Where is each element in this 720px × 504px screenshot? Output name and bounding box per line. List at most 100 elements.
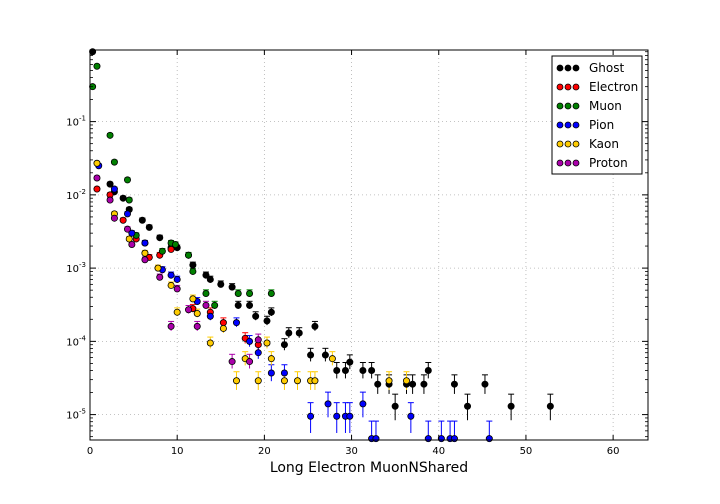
pion-point xyxy=(333,412,341,420)
legend-box xyxy=(551,55,643,175)
legend-marker-kaon xyxy=(564,140,572,148)
proton-point xyxy=(185,306,193,314)
legend-marker-proton xyxy=(572,159,580,167)
legend-marker-kaon xyxy=(572,140,580,148)
pion-point xyxy=(128,229,136,237)
pion-point xyxy=(407,412,415,420)
proton-point xyxy=(128,241,136,249)
muon-point xyxy=(185,251,193,259)
muon-point xyxy=(202,290,210,298)
ghost-point xyxy=(202,271,210,279)
kaon-point xyxy=(206,339,214,347)
legend-marker-electron xyxy=(556,83,564,91)
muon-point xyxy=(234,290,242,298)
ghost-point xyxy=(246,301,254,309)
proton-point xyxy=(93,174,101,182)
ghost-point xyxy=(507,402,515,410)
y-tick-label: 10-5 xyxy=(66,408,86,422)
legend-label-electron: Electron xyxy=(589,80,638,94)
ghost-point xyxy=(295,329,303,337)
ghost-point xyxy=(359,367,367,375)
pion-point xyxy=(173,275,181,283)
ghost-point xyxy=(481,380,489,388)
ghost-point xyxy=(234,301,242,309)
electron-point xyxy=(119,216,127,224)
legend-marker-muon xyxy=(564,102,572,110)
muon-point xyxy=(110,158,118,166)
x-tick-label: 10 xyxy=(171,446,184,457)
proton-point xyxy=(202,301,210,309)
muon-point xyxy=(158,247,166,255)
legend-label-pion: Pion xyxy=(589,118,614,132)
kaon-point xyxy=(189,295,197,303)
proton-point xyxy=(173,285,181,293)
ghost-point xyxy=(311,322,319,330)
ghost-point xyxy=(546,402,554,410)
ghost-point xyxy=(321,351,329,359)
ghost-point xyxy=(206,275,214,283)
kaon-point xyxy=(167,281,175,289)
pion-point xyxy=(485,435,493,443)
proton-point xyxy=(228,358,236,366)
ghost-point xyxy=(424,367,432,375)
pion-point xyxy=(110,185,118,193)
legend-marker-kaon xyxy=(556,140,564,148)
kaon-point xyxy=(267,355,275,363)
ghost-point xyxy=(228,283,236,291)
ghost-point xyxy=(138,216,146,224)
ghost-point xyxy=(341,367,349,375)
proton-point xyxy=(141,256,149,264)
pion-point xyxy=(206,312,214,320)
pion-point xyxy=(346,412,354,420)
pion-point xyxy=(359,400,367,408)
legend-label-kaon: Kaon xyxy=(589,137,619,151)
x-tick-label: 30 xyxy=(345,446,358,457)
legend: Ghost Electron Muon Pion Kaon Proton xyxy=(551,55,643,175)
pion-point xyxy=(141,239,149,247)
proton-point xyxy=(167,322,175,330)
legend-label-muon: Muon xyxy=(589,99,622,113)
legend-marker-proton xyxy=(564,159,572,167)
pion-point xyxy=(324,400,332,408)
legend-marker-electron xyxy=(572,83,580,91)
muon-point xyxy=(123,176,131,184)
ghost-point xyxy=(145,223,153,231)
kaon-point xyxy=(193,310,201,318)
y-tick-label: 10-1 xyxy=(66,115,86,129)
muon-point xyxy=(125,196,133,204)
proton-point xyxy=(254,336,262,344)
kaon-point xyxy=(125,235,133,243)
ghost-point xyxy=(333,367,341,375)
kaon-point xyxy=(154,264,162,272)
ghost-point xyxy=(374,380,382,388)
muon-point xyxy=(211,301,219,309)
muon-point xyxy=(267,290,275,298)
ghost-point xyxy=(420,380,428,388)
ghost-point xyxy=(285,329,293,337)
proton-point xyxy=(110,214,118,222)
muon-point xyxy=(106,131,114,139)
electron-point xyxy=(167,245,175,253)
ghost-point xyxy=(217,280,225,288)
muon-point xyxy=(93,62,101,70)
ghost-point xyxy=(263,317,271,325)
pion-point xyxy=(424,435,432,443)
ghost-point xyxy=(189,261,197,269)
kaon-point xyxy=(294,377,302,385)
proton-point xyxy=(246,358,254,366)
pion-point xyxy=(307,412,315,420)
electron-point xyxy=(93,185,101,193)
muon-point xyxy=(246,290,254,298)
axis-ticks: 0 10 20 30 40 50 60 10-5 10-4 10-3 10-2 10-1 xyxy=(66,50,648,457)
pion-point xyxy=(450,435,458,443)
x-axis-label: Long Electron MuonNShared xyxy=(270,460,468,476)
kaon-point xyxy=(328,355,336,363)
pion-point xyxy=(167,271,175,279)
ghost-point xyxy=(119,194,127,202)
x-tick-label: 50 xyxy=(520,446,533,457)
kaon-point xyxy=(311,377,319,385)
ghost-point xyxy=(368,367,376,375)
proton-point xyxy=(123,225,131,233)
pion-point xyxy=(254,349,262,357)
proton-point xyxy=(156,273,164,281)
